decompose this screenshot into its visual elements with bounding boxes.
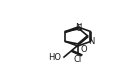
Text: N: N bbox=[88, 37, 94, 46]
Text: S: S bbox=[77, 24, 82, 33]
Text: HO: HO bbox=[48, 53, 61, 62]
Text: Cl: Cl bbox=[74, 55, 82, 64]
Text: O: O bbox=[81, 45, 87, 54]
Text: N: N bbox=[75, 22, 81, 32]
